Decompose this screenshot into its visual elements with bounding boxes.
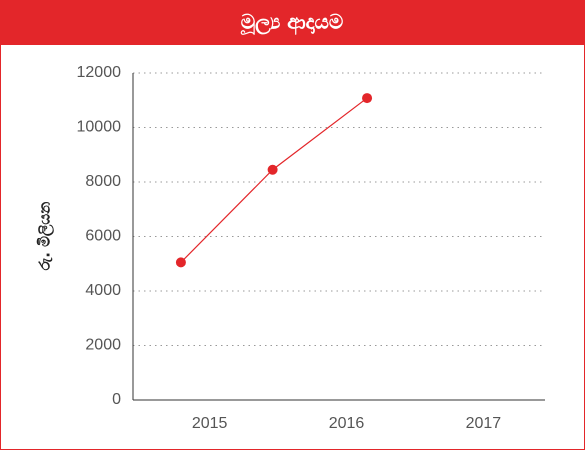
y-axis-label: රු. මිලියන bbox=[36, 202, 55, 271]
y-tick-label: 10000 bbox=[77, 119, 122, 136]
y-tick-label: 0 bbox=[112, 391, 121, 408]
y-tick-label: 2000 bbox=[85, 337, 121, 354]
header-bar bbox=[0, 0, 585, 45]
data-point bbox=[175, 257, 186, 268]
y-tick-label: 8000 bbox=[85, 173, 121, 190]
x-tick-label: 2017 bbox=[466, 415, 502, 432]
chart-title: මූල්‍ය ආදායම bbox=[240, 10, 343, 37]
y-tick-label: 12000 bbox=[77, 64, 122, 81]
x-tick-label: 2016 bbox=[329, 415, 365, 432]
data-point bbox=[267, 164, 278, 175]
series-line bbox=[180, 97, 368, 263]
y-tick-label: 6000 bbox=[85, 228, 121, 245]
data-point bbox=[362, 93, 373, 104]
y-tick-label: 4000 bbox=[85, 282, 121, 299]
x-tick-label: 2015 bbox=[192, 415, 228, 432]
